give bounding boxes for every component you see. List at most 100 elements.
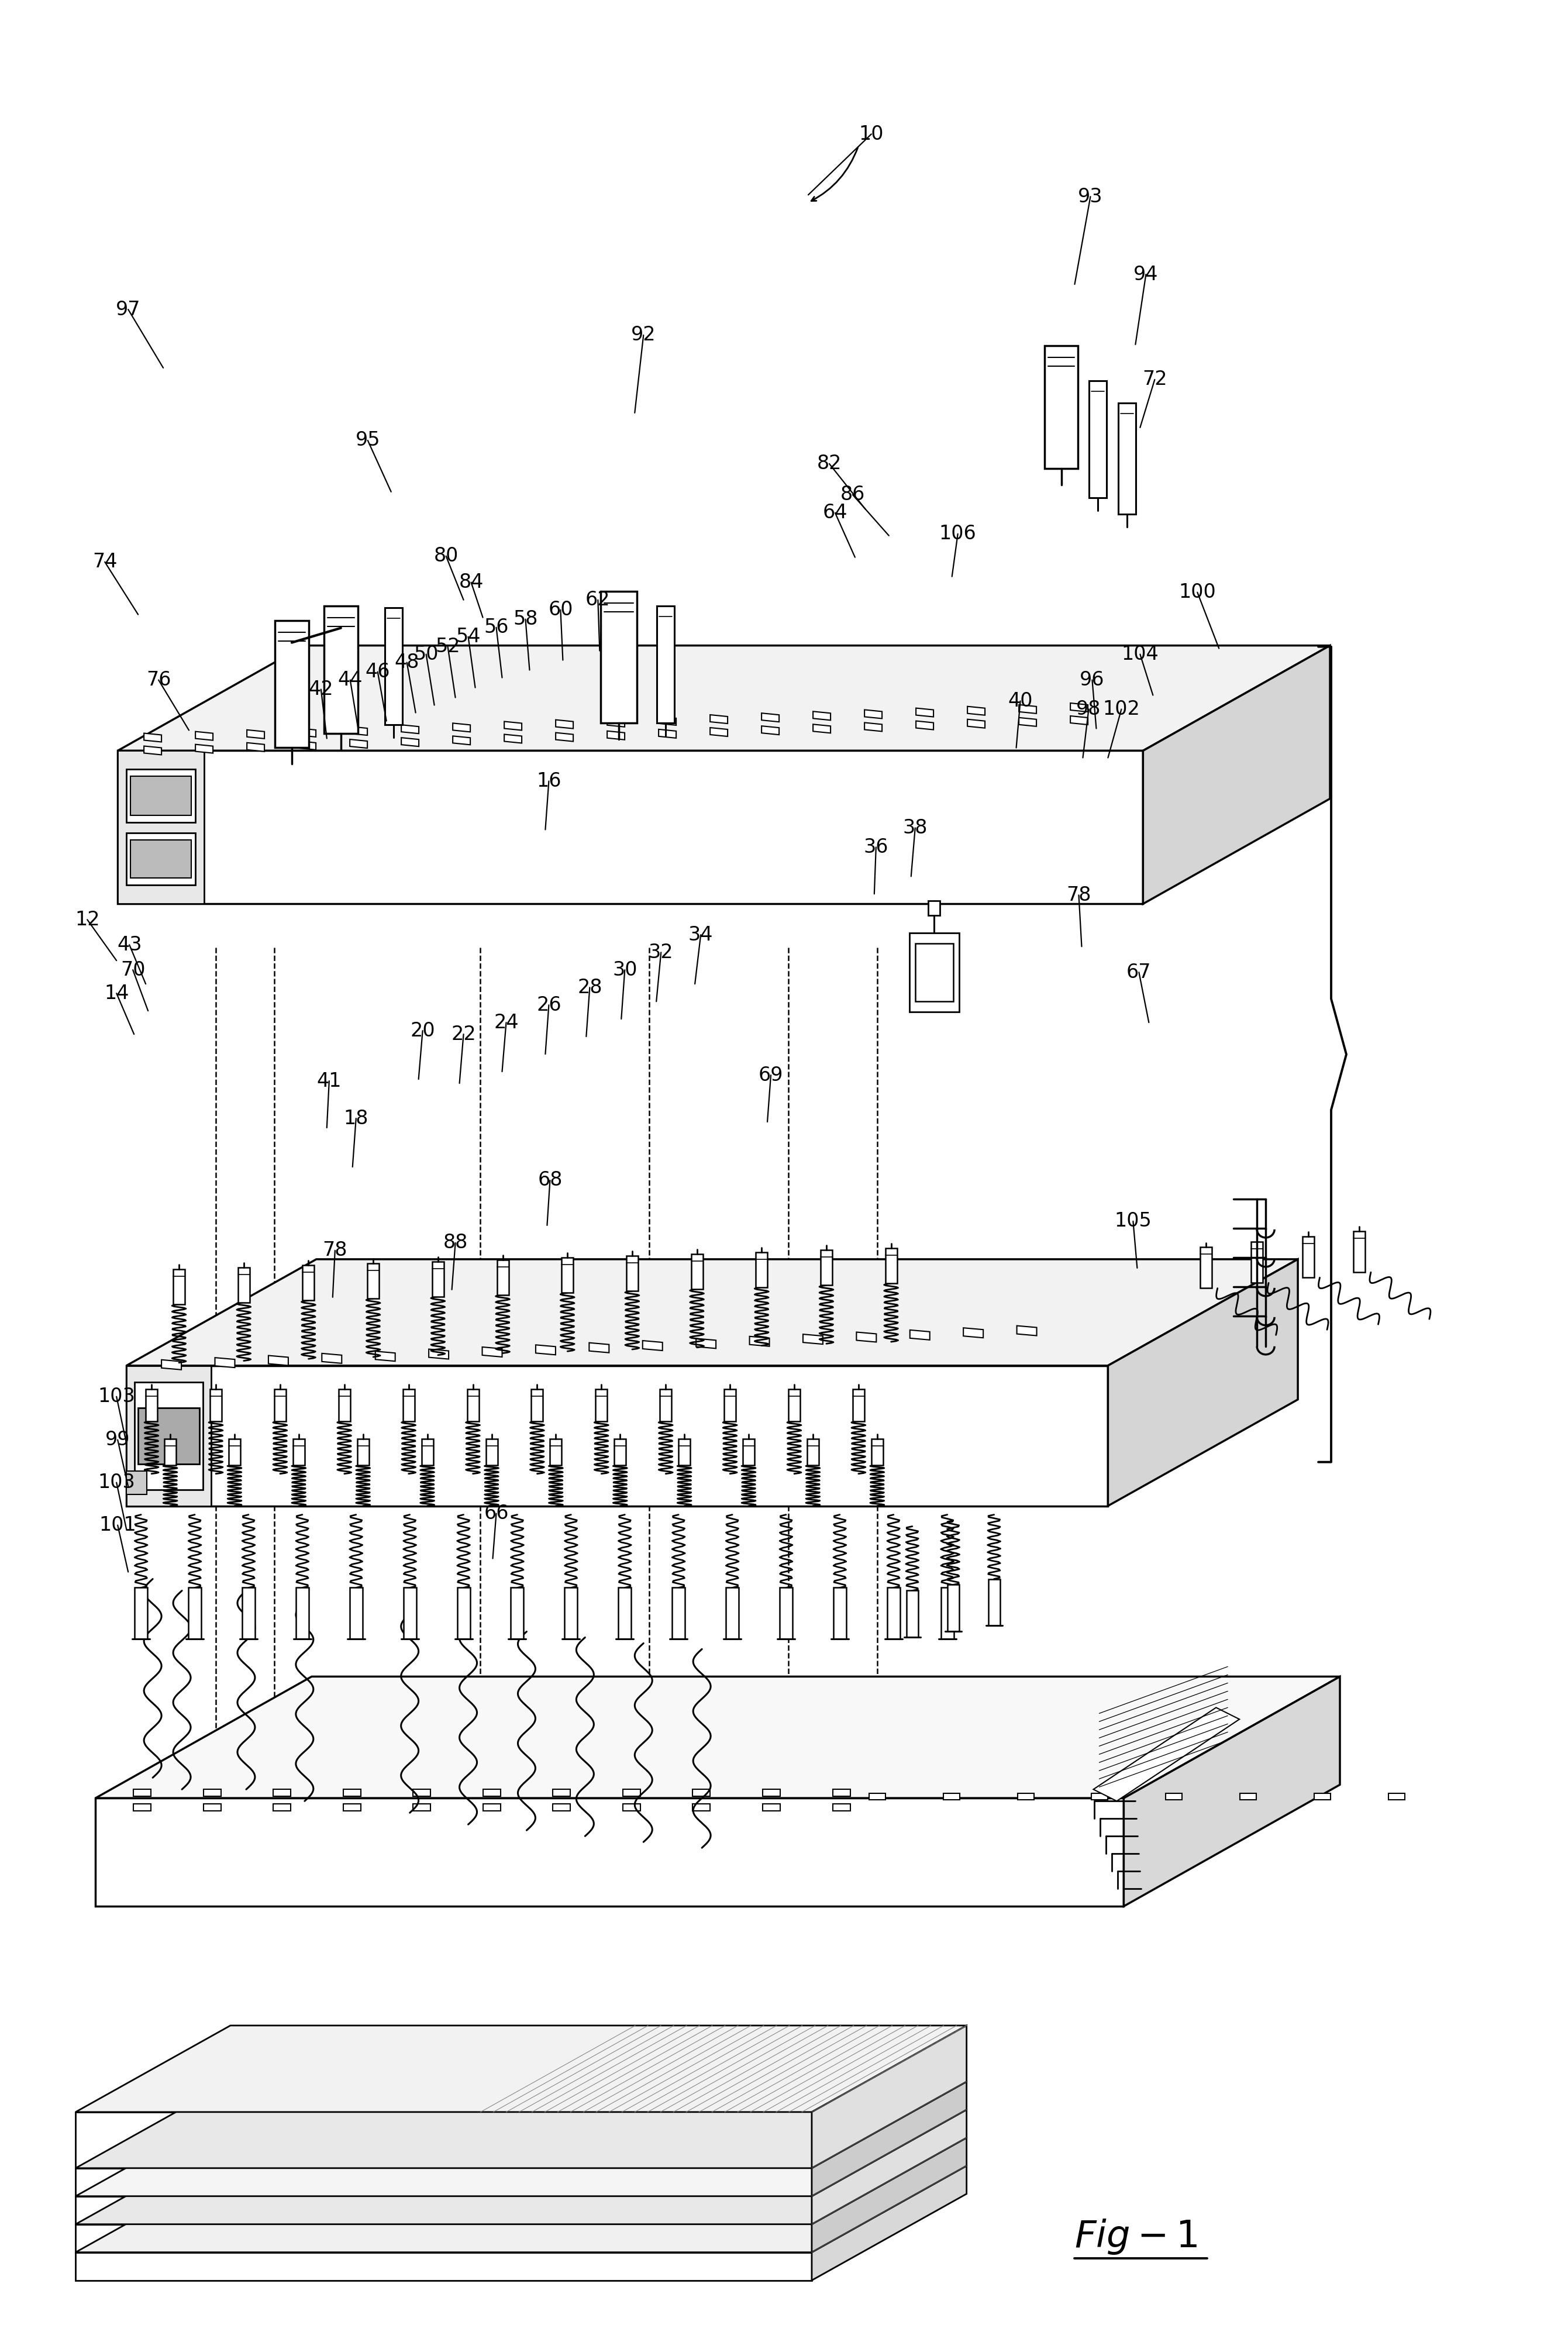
Polygon shape: [856, 1332, 877, 1342]
Polygon shape: [607, 730, 624, 739]
Text: 94: 94: [1134, 265, 1159, 284]
Polygon shape: [679, 1439, 690, 1465]
Text: 100: 100: [1179, 584, 1217, 602]
Text: 14: 14: [103, 983, 129, 1002]
Text: 58: 58: [513, 609, 538, 628]
Polygon shape: [1353, 1232, 1366, 1272]
Polygon shape: [1091, 1793, 1109, 1800]
Polygon shape: [812, 2025, 966, 2169]
Polygon shape: [916, 721, 933, 730]
Polygon shape: [135, 1588, 147, 1639]
Text: 50: 50: [414, 644, 439, 665]
Polygon shape: [497, 1260, 508, 1295]
Polygon shape: [693, 1790, 710, 1797]
Polygon shape: [188, 1588, 201, 1639]
Polygon shape: [144, 746, 162, 756]
Polygon shape: [215, 1358, 235, 1367]
Text: 84: 84: [459, 572, 483, 593]
Text: 99: 99: [105, 1430, 130, 1448]
Polygon shape: [458, 1588, 470, 1639]
Polygon shape: [298, 742, 315, 749]
Polygon shape: [127, 1472, 147, 1495]
Text: 67: 67: [1126, 963, 1151, 981]
Text: 78: 78: [323, 1242, 348, 1260]
Polygon shape: [967, 707, 985, 716]
Polygon shape: [615, 1439, 626, 1465]
Polygon shape: [693, 1804, 710, 1811]
Polygon shape: [1090, 381, 1107, 498]
Polygon shape: [505, 735, 522, 744]
Polygon shape: [293, 1439, 304, 1465]
Polygon shape: [165, 1439, 176, 1465]
Text: 103: 103: [97, 1472, 135, 1493]
Polygon shape: [401, 725, 419, 735]
Polygon shape: [812, 2081, 966, 2197]
Polygon shape: [561, 1258, 574, 1293]
Polygon shape: [1071, 702, 1088, 711]
Polygon shape: [511, 1588, 524, 1639]
Polygon shape: [375, 1351, 395, 1360]
Text: 48: 48: [395, 653, 419, 672]
Polygon shape: [659, 716, 676, 725]
Polygon shape: [127, 770, 196, 823]
Polygon shape: [864, 723, 883, 732]
Polygon shape: [75, 2225, 812, 2253]
Polygon shape: [833, 1804, 850, 1811]
Polygon shape: [274, 621, 309, 749]
Polygon shape: [762, 725, 779, 735]
Polygon shape: [833, 1588, 847, 1639]
Polygon shape: [808, 1439, 818, 1465]
Polygon shape: [135, 1381, 202, 1490]
Polygon shape: [303, 1265, 314, 1300]
Polygon shape: [750, 1337, 770, 1346]
Polygon shape: [756, 1253, 767, 1288]
Polygon shape: [726, 1588, 739, 1639]
Polygon shape: [144, 732, 162, 742]
Polygon shape: [564, 1588, 577, 1639]
Text: 76: 76: [146, 670, 171, 691]
Polygon shape: [555, 732, 574, 742]
Text: 62: 62: [585, 591, 610, 609]
Text: 88: 88: [444, 1232, 467, 1253]
Text: 82: 82: [817, 453, 842, 474]
Polygon shape: [812, 2137, 966, 2253]
Text: 80: 80: [434, 546, 458, 565]
Polygon shape: [1071, 716, 1088, 725]
Polygon shape: [1143, 646, 1330, 904]
Text: 34: 34: [688, 925, 713, 944]
Text: 72: 72: [1142, 370, 1167, 388]
Polygon shape: [607, 718, 624, 728]
Polygon shape: [75, 2109, 966, 2197]
Text: 106: 106: [939, 523, 977, 544]
Text: 95: 95: [356, 430, 379, 451]
Text: 97: 97: [116, 300, 141, 319]
Polygon shape: [947, 1586, 960, 1632]
Polygon shape: [130, 777, 191, 816]
Polygon shape: [118, 646, 1330, 751]
Polygon shape: [428, 1348, 448, 1360]
Text: 56: 56: [485, 618, 508, 637]
Polygon shape: [483, 1790, 500, 1797]
Text: 32: 32: [649, 942, 674, 963]
Text: 104: 104: [1121, 644, 1159, 665]
Polygon shape: [229, 1439, 240, 1465]
Polygon shape: [138, 1407, 199, 1465]
Polygon shape: [75, 2253, 812, 2281]
Polygon shape: [1251, 1242, 1262, 1283]
Polygon shape: [1200, 1246, 1212, 1288]
Text: 103: 103: [97, 1388, 135, 1407]
Polygon shape: [928, 902, 939, 916]
Polygon shape: [601, 591, 637, 723]
Polygon shape: [550, 1439, 561, 1465]
Polygon shape: [433, 1262, 444, 1297]
Polygon shape: [453, 723, 470, 732]
Polygon shape: [350, 739, 367, 749]
Polygon shape: [1109, 1260, 1298, 1507]
Polygon shape: [710, 728, 728, 737]
Polygon shape: [696, 1339, 717, 1348]
Polygon shape: [358, 1439, 368, 1465]
Polygon shape: [296, 1588, 309, 1639]
Polygon shape: [1044, 346, 1079, 467]
Polygon shape: [246, 730, 265, 739]
Text: 102: 102: [1102, 700, 1140, 718]
